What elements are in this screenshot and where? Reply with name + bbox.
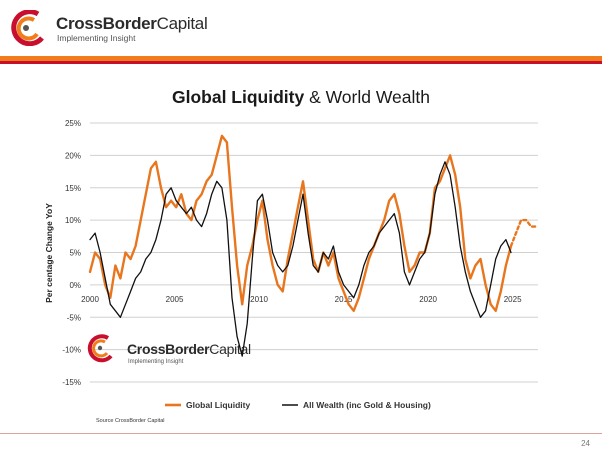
- chart-series: [88, 134, 538, 357]
- x-tick-label: 2010: [250, 295, 268, 304]
- y-tick-label: 5%: [69, 249, 81, 258]
- watermark-tagline: Implementing Insight: [128, 359, 184, 365]
- y-tick-label: -15%: [62, 378, 81, 387]
- page-number: 24: [581, 439, 590, 448]
- x-tick-label: 2025: [504, 295, 522, 304]
- y-tick-label: -10%: [62, 346, 81, 355]
- chart-legend: Global Liquidity All Wealth (inc Gold & H…: [165, 400, 431, 410]
- header-rule-orange: [0, 56, 602, 61]
- y-tick-label: 10%: [65, 216, 81, 225]
- series-line-all-wealth: [89, 161, 512, 357]
- watermark-brand: CrossBorderCapital: [127, 341, 251, 357]
- x-tick-label: 2015: [335, 295, 353, 304]
- crossborder-logo-icon: [11, 10, 44, 46]
- series-line-liquidity-projected: [509, 218, 538, 248]
- y-axis-label: Per centage Change YoY: [44, 203, 54, 303]
- brand-tagline: Implementing Insight: [57, 33, 136, 43]
- chart-watermark-logo: CrossBorderCapital Implementing Insight: [87, 334, 251, 365]
- x-tick-label: 2020: [419, 295, 437, 304]
- y-tick-label: 0%: [69, 281, 81, 290]
- y-tick-labels: 25% 20% 15% 10% 5% 0% -5% -10% -15%: [62, 119, 81, 387]
- chart-grid: [90, 122, 538, 383]
- y-tick-label: 20%: [65, 151, 81, 160]
- brand-name: CrossBorderCapital: [56, 14, 208, 33]
- legend-label: Global Liquidity: [186, 400, 250, 410]
- y-tick-label: -5%: [67, 313, 81, 322]
- source-note: Source CrossBorder Capital: [96, 418, 165, 424]
- x-tick-labels: 2000 2005 2010 2015 2020 2025: [81, 295, 522, 304]
- y-tick-label: 25%: [65, 119, 81, 128]
- header-rule-red: [0, 61, 602, 64]
- y-tick-label: 15%: [65, 184, 81, 193]
- footer-rule: [0, 433, 602, 434]
- x-tick-label: 2000: [81, 295, 99, 304]
- slide-header: CrossBorderCapital Implementing Insight: [0, 0, 602, 60]
- series-line-global-liquidity: [88, 134, 513, 312]
- slide-title: Global Liquidity & World Wealth: [171, 87, 430, 107]
- x-tick-label: 2005: [166, 295, 184, 304]
- legend-label: All Wealth (inc Gold & Housing): [303, 400, 431, 410]
